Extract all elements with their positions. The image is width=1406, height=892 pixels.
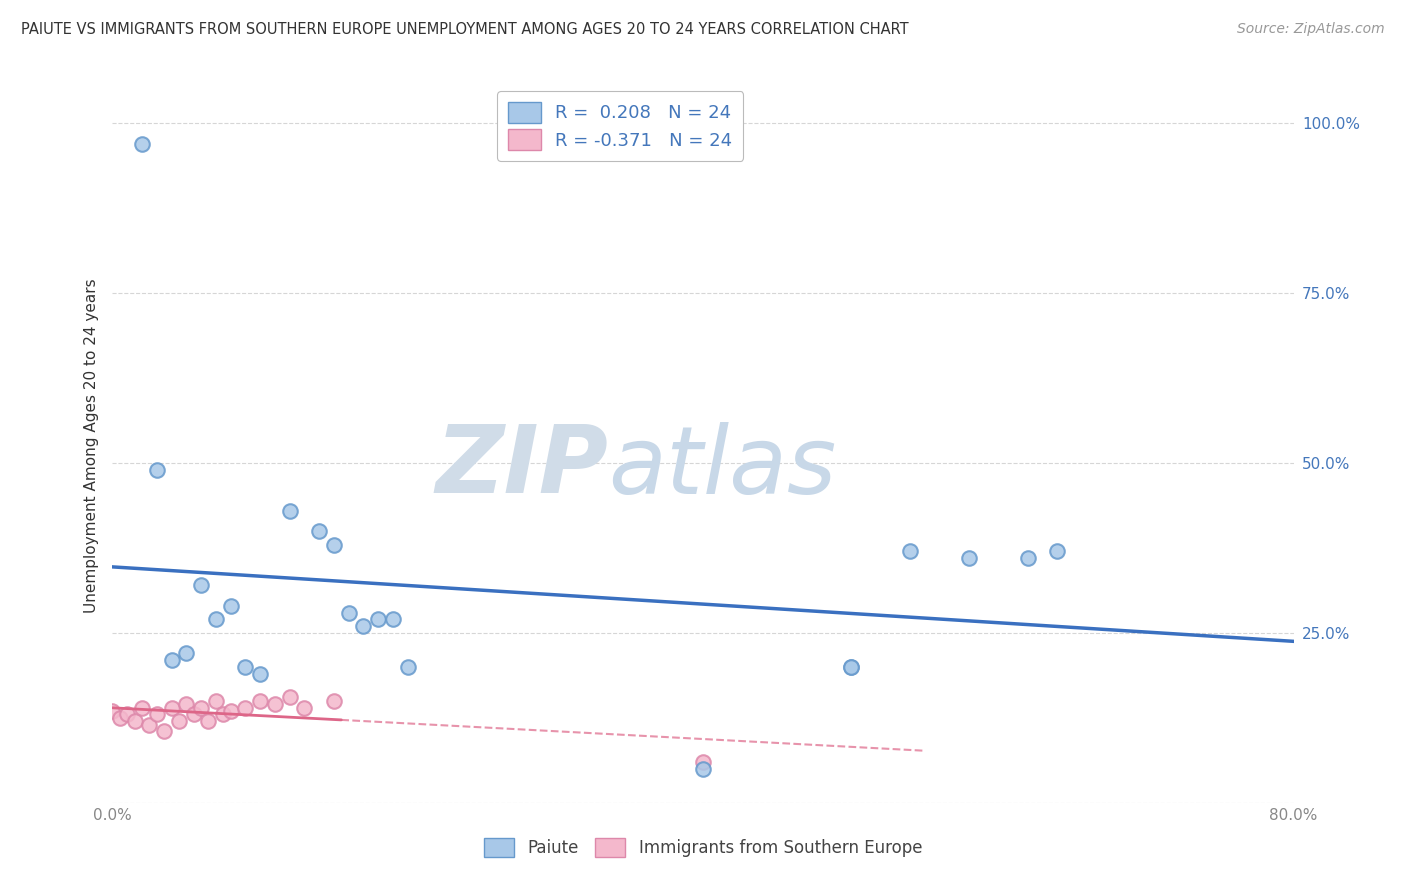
Text: Source: ZipAtlas.com: Source: ZipAtlas.com xyxy=(1237,22,1385,37)
Point xyxy=(174,698,197,712)
Point xyxy=(101,704,124,718)
Point xyxy=(219,599,242,613)
Point xyxy=(1017,551,1039,566)
Point xyxy=(278,503,301,517)
Point xyxy=(692,755,714,769)
Point xyxy=(138,717,160,731)
Point xyxy=(205,694,228,708)
Point xyxy=(839,660,862,674)
Point xyxy=(174,646,197,660)
Point xyxy=(839,660,862,674)
Point xyxy=(249,694,271,708)
Point xyxy=(292,700,315,714)
Point xyxy=(233,700,256,714)
Point xyxy=(212,707,235,722)
Point xyxy=(190,700,212,714)
Point xyxy=(190,578,212,592)
Point xyxy=(323,694,346,708)
Point xyxy=(957,551,980,566)
Point xyxy=(1046,544,1069,558)
Point xyxy=(146,463,169,477)
Point xyxy=(117,707,138,722)
Point xyxy=(205,612,228,626)
Point xyxy=(233,660,256,674)
Point xyxy=(382,612,405,626)
Point xyxy=(197,714,219,729)
Point xyxy=(131,136,153,151)
Point xyxy=(124,714,146,729)
Point xyxy=(108,711,131,725)
Point xyxy=(278,690,301,705)
Point xyxy=(323,537,346,551)
Point xyxy=(352,619,374,633)
Point xyxy=(337,606,360,620)
Point xyxy=(153,724,176,739)
Text: atlas: atlas xyxy=(609,422,837,513)
Text: PAIUTE VS IMMIGRANTS FROM SOUTHERN EUROPE UNEMPLOYMENT AMONG AGES 20 TO 24 YEARS: PAIUTE VS IMMIGRANTS FROM SOUTHERN EUROP… xyxy=(21,22,908,37)
Point xyxy=(167,714,190,729)
Legend: Paiute, Immigrants from Southern Europe: Paiute, Immigrants from Southern Europe xyxy=(475,830,931,866)
Point xyxy=(219,704,242,718)
Point xyxy=(183,707,205,722)
Point xyxy=(160,653,183,667)
Point xyxy=(308,524,330,538)
Point xyxy=(146,707,169,722)
Point xyxy=(160,700,183,714)
Point xyxy=(367,612,389,626)
Point xyxy=(396,660,419,674)
Point xyxy=(264,698,287,712)
Point xyxy=(692,762,714,776)
Point xyxy=(249,666,271,681)
Text: ZIP: ZIP xyxy=(436,421,609,514)
Point xyxy=(131,700,153,714)
Point xyxy=(898,544,921,558)
Y-axis label: Unemployment Among Ages 20 to 24 years: Unemployment Among Ages 20 to 24 years xyxy=(84,278,100,614)
